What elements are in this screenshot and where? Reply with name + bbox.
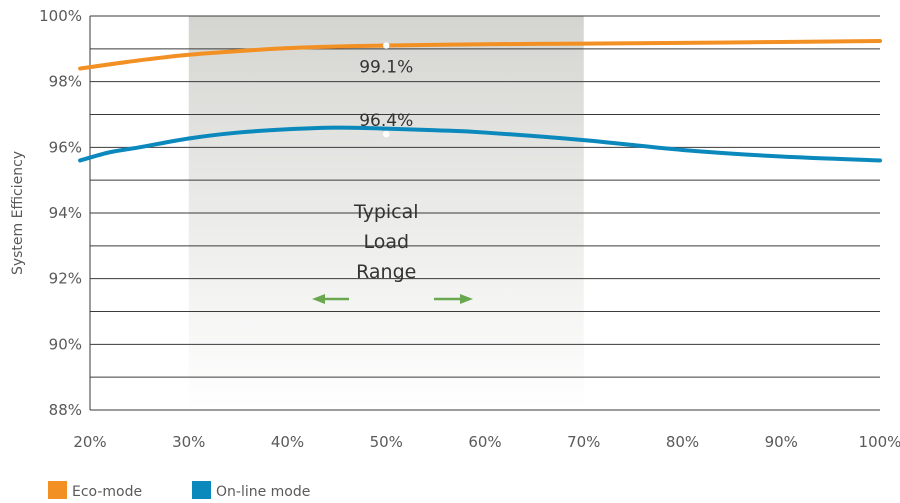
- typical-load-label: Typical: [353, 201, 419, 223]
- right-arrow-head: [460, 294, 473, 304]
- legend-swatch: [192, 481, 211, 499]
- series-line-online-mode: [78, 125, 882, 163]
- y-tick-label: 92%: [49, 270, 82, 288]
- annotation-value: 96.4%: [359, 111, 413, 131]
- typical-load-label: Range: [356, 261, 416, 283]
- x-tick-label: 20%: [73, 433, 106, 451]
- y-tick-label: 100%: [39, 7, 82, 25]
- y-tick-label: 94%: [49, 204, 82, 222]
- x-tick-label: 90%: [765, 433, 798, 451]
- x-tick-label: 30%: [172, 433, 205, 451]
- typical-load-label: Load: [363, 231, 409, 253]
- y-tick-label: 96%: [49, 138, 82, 156]
- y-tick-label: 98%: [49, 73, 82, 91]
- x-tick-label: 70%: [567, 433, 600, 451]
- legend-swatch: [48, 481, 67, 499]
- x-tick-label: 60%: [468, 433, 501, 451]
- annotation-value: 99.1%: [359, 58, 413, 78]
- annotation-point: [383, 42, 390, 49]
- x-tick-label: 40%: [271, 433, 304, 451]
- x-tick-label: 100%: [859, 433, 900, 451]
- x-tick-label: 50%: [370, 433, 403, 451]
- x-tick-label: 80%: [666, 433, 699, 451]
- left-arrow-head: [312, 294, 325, 304]
- y-tick-label: 88%: [49, 401, 82, 419]
- annotation-point: [383, 131, 390, 138]
- legend-label: Eco-mode: [72, 484, 142, 499]
- y-tick-label: 90%: [49, 335, 82, 353]
- legend-label: On-line mode: [216, 484, 310, 499]
- y-axis-title: System Efficiency: [10, 151, 26, 275]
